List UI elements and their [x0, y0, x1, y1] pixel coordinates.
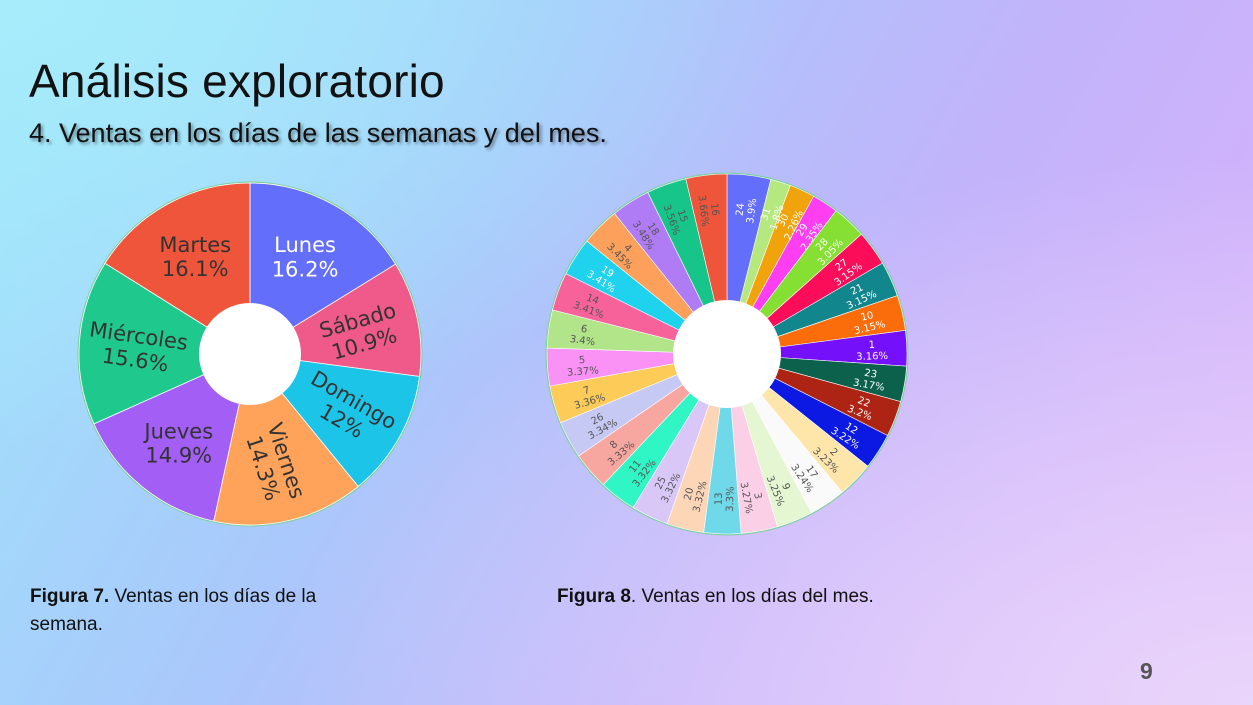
- slice-name: 15: [675, 208, 690, 224]
- slice-Martes: [104, 182, 251, 355]
- donut-hole: [673, 300, 781, 408]
- monthday-sales-donut-chart: 243.9% 311.8%302.26%292.35%283.05%273.15%…: [545, 172, 909, 536]
- slice-label-1: 13.16%: [856, 339, 888, 363]
- slide-subtitle: 4. Ventas en los días de las semanas y d…: [29, 118, 607, 148]
- slice-label-Martes: Martes 16.1%: [159, 233, 231, 281]
- slice-name: 24: [735, 203, 747, 217]
- slice-name: Lunes: [274, 233, 336, 257]
- slice-Domingo: [249, 353, 420, 488]
- slice-Miércoles: [78, 262, 251, 425]
- slice-name: 21: [849, 282, 865, 297]
- slice-percent: 14.9%: [145, 444, 212, 468]
- figure-8-caption: Figura 8. Ventas en los días del mes.: [557, 583, 902, 611]
- slice-label-5: 53.37%: [566, 354, 599, 379]
- slice-name: 9: [779, 482, 792, 492]
- slice-name: Martes: [159, 233, 231, 257]
- slice-name: 30: [776, 213, 791, 229]
- slice-name: 13: [714, 492, 725, 505]
- slice-percent: 3.66%: [696, 194, 711, 227]
- slice-label-Jueves: Jueves 14.9%: [142, 420, 213, 468]
- slice-name: 10: [860, 310, 875, 324]
- slice-name: 3: [751, 492, 763, 500]
- slice-label-23: 233.17%: [852, 366, 887, 393]
- slice-percent: 16.1%: [162, 257, 229, 281]
- slice-label-16: 163.66%: [696, 193, 722, 227]
- slice-Lunes: [249, 182, 397, 355]
- slice-percent: 3.17%: [852, 378, 885, 394]
- figure-8-text: . Ventas en los días del mes.: [630, 586, 874, 607]
- slice-name: 8: [608, 439, 620, 452]
- slice-percent: 3.16%: [856, 351, 888, 363]
- slice-name: 26: [589, 412, 605, 428]
- figure-7-text: Ventas en los días de la semana.: [30, 586, 317, 635]
- slice-name: 23: [863, 368, 877, 381]
- slice-name: 31: [759, 207, 773, 222]
- slice-label-6: 63.4%: [569, 323, 597, 349]
- slice-percent: 3.3%: [725, 486, 737, 512]
- figure-8-label: Figura 8: [557, 586, 631, 607]
- figure-7-caption: Figura 7. Ventas en los días de la seman…: [30, 583, 375, 639]
- slice-name: 22: [856, 395, 872, 410]
- slice-name: Jueves: [142, 420, 213, 444]
- slice-Jueves: [93, 353, 251, 522]
- slice-name: 6: [580, 324, 588, 336]
- slice-name: 5: [579, 355, 586, 366]
- slice-label-24: 243.9%: [734, 196, 759, 224]
- donut-hole: [199, 303, 301, 405]
- slice-name: 1: [868, 340, 875, 351]
- slice-percent: 3.9%: [745, 198, 759, 225]
- slide-title: Análisis exploratorio: [29, 55, 445, 107]
- figure-7-label: Figura 7.: [30, 586, 110, 607]
- slice-percent: 3.4%: [569, 334, 596, 348]
- slice-name: 25: [653, 475, 668, 491]
- slice-percent: 3.37%: [567, 365, 600, 378]
- slice-label-Lunes: Lunes 16.2%: [272, 233, 339, 281]
- slice-name: 16: [708, 203, 720, 217]
- slice-label-Viernes: Viernes14.3%: [240, 420, 310, 509]
- slice-name: 20: [683, 487, 697, 502]
- weekday-sales-donut-chart: Lunes 16.2%Sábado10.9%Domingo12%Viernes14…: [77, 181, 423, 527]
- page-number: 9: [1140, 658, 1153, 684]
- slice-label-25: 253.32%: [649, 466, 683, 504]
- slice-percent: 16.2%: [272, 257, 339, 281]
- slice-name: 14: [585, 292, 601, 307]
- slice-name: 7: [582, 385, 591, 397]
- slice-label-13: 133.3%: [713, 486, 736, 512]
